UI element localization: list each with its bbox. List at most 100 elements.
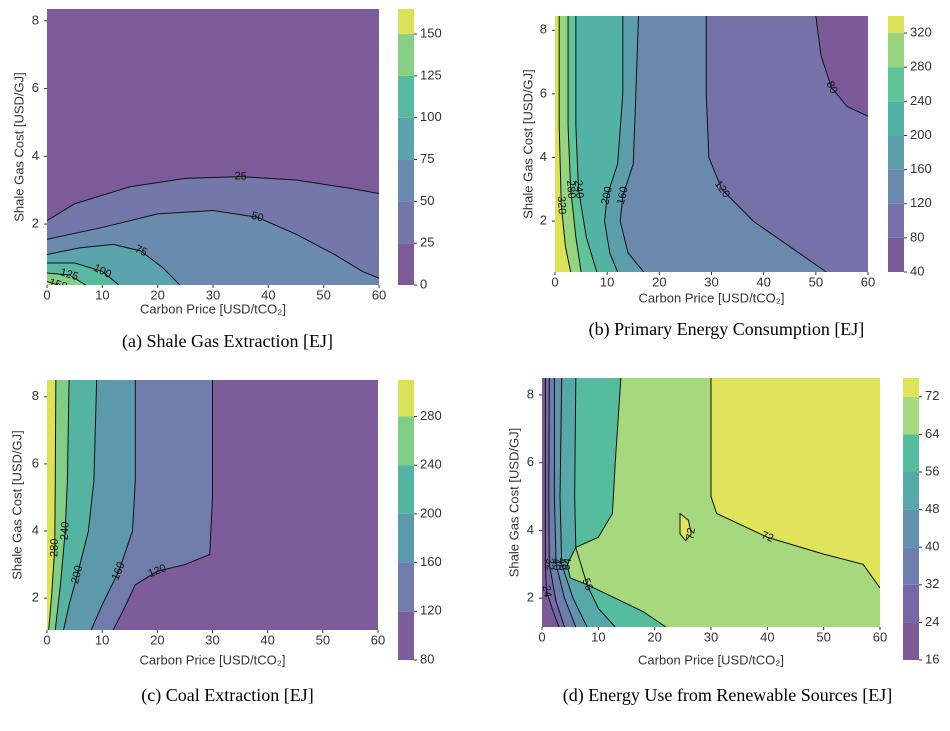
x-tick-label: 40 <box>261 287 275 302</box>
colorbar-band <box>903 622 919 660</box>
colorbar-band <box>398 416 414 466</box>
contour-line <box>548 378 566 627</box>
colorbar-tick-label: 240 <box>910 93 932 108</box>
colorbar-band <box>398 562 414 612</box>
colorbar-band <box>903 434 919 472</box>
colorbar-tick-label: 56 <box>925 463 939 478</box>
contour-line <box>47 281 59 285</box>
y-axis-label: Shale Gas Cost [USD/GJ] <box>11 72 26 222</box>
x-tick-label: 50 <box>316 632 330 647</box>
colorbar-tick-label: 0 <box>420 276 427 291</box>
x-tick-label: 0 <box>43 632 50 647</box>
colorbar-band <box>398 9 414 35</box>
colorbar-tick-label: 75 <box>420 151 434 166</box>
x-tick-label: 50 <box>809 274 823 289</box>
contour-label: 24 <box>540 584 554 598</box>
contour-label: 240 <box>572 180 586 199</box>
contour-label: 40 <box>550 558 563 571</box>
x-tick-label: 10 <box>600 274 614 289</box>
y-tick-label: 8 <box>527 386 534 401</box>
x-tick-label: 20 <box>150 287 164 302</box>
contour-region <box>47 273 86 285</box>
contour-line <box>47 176 379 222</box>
x-axis-label: Carbon Price [USD/tCO₂] <box>140 652 286 667</box>
colorbar-band <box>398 75 414 118</box>
y-axis-label: Shale Gas Cost [USD/GJ] <box>520 69 535 219</box>
colorbar-band <box>888 101 904 136</box>
y-tick-label: 4 <box>32 522 39 537</box>
x-axis-label: Carbon Price [USD/tCO₂] <box>639 290 785 305</box>
x-tick-label: 0 <box>538 629 545 644</box>
contour-label: 150 <box>48 276 69 293</box>
colorbar-tick-label: 320 <box>910 25 932 40</box>
contour-line <box>558 16 572 272</box>
contour-line <box>679 512 692 542</box>
colorbar-tick-label: 80 <box>910 229 924 244</box>
contour-label: 48 <box>555 557 568 571</box>
contour-line <box>574 378 616 627</box>
colorbar-tick-label: 120 <box>910 195 932 210</box>
colorbar-band <box>398 201 414 244</box>
contour-line <box>47 209 379 279</box>
x-tick-label: 20 <box>652 274 666 289</box>
contour-label: 25 <box>234 170 246 182</box>
colorbar-tick-label: 80 <box>420 651 434 666</box>
colorbar-tick-label: 280 <box>910 59 932 74</box>
colorbar-band <box>888 203 904 238</box>
contour-line <box>544 378 560 627</box>
contour-line <box>619 16 645 272</box>
contour-label: 72 <box>684 527 698 541</box>
contour-line <box>90 380 136 630</box>
x-tick-label: 60 <box>372 287 386 302</box>
x-axis-label: Carbon Price [USD/tCO₂] <box>638 652 784 667</box>
y-tick-label: 2 <box>527 590 534 605</box>
contour-line <box>815 16 868 117</box>
contour-line <box>54 380 70 630</box>
contour-line <box>63 380 98 630</box>
colorbar-band <box>888 67 904 102</box>
contour-label: 280 <box>48 538 61 557</box>
y-tick-label: 8 <box>32 12 39 27</box>
contour-label: 280 <box>564 180 577 199</box>
contour-line <box>567 16 582 272</box>
contour-line <box>553 378 577 627</box>
colorbar-band <box>398 117 414 160</box>
colorbar-tick-label: 72 <box>925 388 939 403</box>
contour-label: 240 <box>59 521 72 540</box>
colorbar-band <box>903 584 919 623</box>
colorbar-band <box>888 237 904 272</box>
colorbar-band <box>888 33 904 68</box>
y-axis-label: Shale Gas Cost [USD/GJ] <box>506 428 521 578</box>
y-tick-label: 4 <box>527 522 534 537</box>
caption: (a) Shale Gas Extraction [EJ] <box>122 331 333 352</box>
x-tick-label: 20 <box>150 632 164 647</box>
y-axis-label: Shale Gas Cost [USD/GJ] <box>9 430 24 580</box>
colorbar-tick-label: 125 <box>420 67 442 82</box>
contour-label: 72 <box>760 529 776 545</box>
caption: (d) Energy Use from Renewable Sources [E… <box>563 685 893 706</box>
x-tick-label: 10 <box>95 632 109 647</box>
x-tick-label: 40 <box>760 629 774 644</box>
contour-label: 200 <box>599 185 615 206</box>
x-tick-label: 10 <box>95 287 109 302</box>
colorbar-tick-label: 40 <box>910 263 924 278</box>
x-tick-label: 60 <box>861 274 875 289</box>
colorbar-band <box>903 396 919 435</box>
colorbar-band <box>398 159 414 202</box>
x-tick-label: 30 <box>704 274 718 289</box>
contour-line <box>705 16 827 272</box>
y-tick-label: 2 <box>32 590 39 605</box>
contour-line <box>559 378 588 627</box>
colorbar-band <box>398 611 414 660</box>
contour-label: 32 <box>543 558 556 571</box>
colorbar-tick-label: 16 <box>925 651 939 666</box>
contour-line <box>710 378 880 589</box>
colorbar-band <box>903 378 919 397</box>
y-tick-label: 2 <box>540 213 547 228</box>
colorbar-band <box>398 380 414 417</box>
colorbar-tick-label: 40 <box>925 539 939 554</box>
x-tick-label: 10 <box>591 629 605 644</box>
colorbar-band <box>888 169 904 204</box>
